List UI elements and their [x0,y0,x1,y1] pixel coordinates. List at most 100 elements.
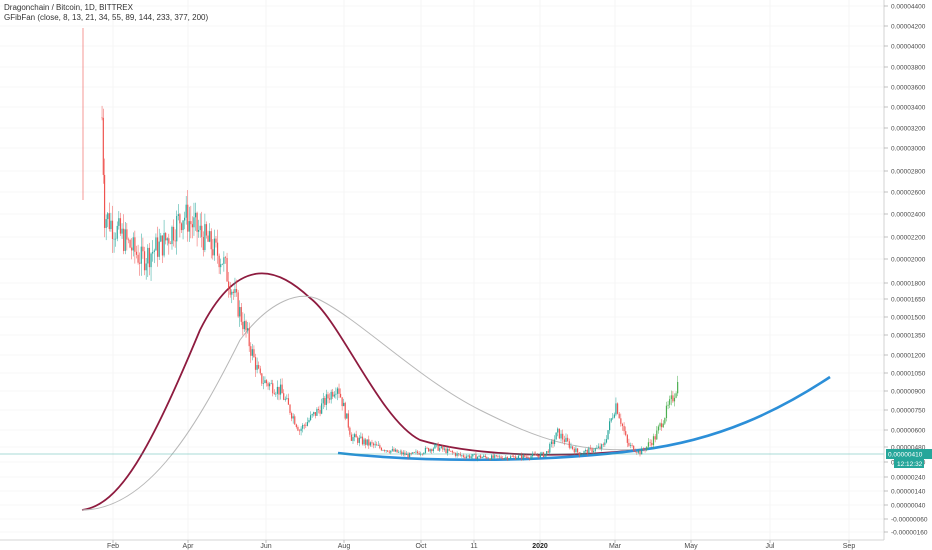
candle-body [546,451,548,455]
candle-body [483,455,485,458]
candle-body [105,219,107,228]
price-axis[interactable]: 0.00004400 0.00004200 0.00004000 0.00003800… [883,0,928,540]
y-tick-label: 0.00001650 [891,296,926,303]
candle-body [467,455,469,457]
candle-body [129,240,131,248]
candle-body [563,439,565,442]
candle-body [237,292,239,317]
candle-body [306,422,309,426]
candle-body [443,448,446,450]
candle-body [353,434,356,438]
candles [82,28,679,462]
candle-body [524,455,526,457]
candle-body [276,386,279,394]
candle-body [118,218,120,226]
candle-body [552,441,554,445]
candle-body [278,386,280,395]
candle-body [593,450,595,453]
candle-body [462,455,464,457]
y-tick-label: -0.00000160 [891,529,928,536]
candle-body [487,458,490,460]
candle-body [270,383,272,384]
candle-body [570,446,572,448]
candle-body [239,307,241,317]
candle-body [553,439,556,445]
candle-body [568,441,570,448]
candle-body [459,454,461,456]
candle-body [456,453,458,456]
y-tick-label: 0.00002400 [891,211,926,218]
candle-body [652,436,655,446]
candle-body [258,365,260,369]
candle-body [213,238,215,256]
candle-body [637,450,640,453]
candle-body [163,232,165,256]
candle-body [332,391,334,397]
candle-body [311,414,313,416]
candle-body [110,220,112,230]
x-tick-label: Aug [338,543,351,550]
countdown-label: 12:12:32 [894,459,924,468]
candle-body [251,349,253,356]
candle-body [119,218,122,234]
candle-body [365,439,367,445]
x-tick-label: 2020 [532,543,548,550]
candle-body [612,417,614,419]
time-axis[interactable]: Feb Apr Jun Aug Oct 11 2020 Mar May Jul Sep [0,539,884,550]
candle-body [121,228,123,234]
candle-body [319,410,321,414]
candle-body [275,393,277,395]
candle-body [385,450,387,452]
candle-body [126,229,128,240]
candle-body [371,442,373,444]
candle-body [166,238,168,241]
symbol-title[interactable]: Dragonchain / Bitcoin, 1D, BITTREX [4,3,133,12]
candle-body [511,456,513,457]
candle-body [115,238,117,240]
candle-body [108,213,110,230]
candle-body [363,439,365,445]
candle-body [366,439,368,445]
y-tick-label: 0.00002000 [891,256,926,263]
candle-body [215,238,217,243]
candle-body [254,357,257,370]
candle-body [557,428,559,433]
candle-body [618,413,620,419]
candle-body [220,264,222,268]
candle-body [234,288,236,293]
candle-body [168,238,170,244]
candle-body [416,451,419,454]
candle-body [391,449,393,451]
candle-body [135,251,138,255]
candle-body [428,448,430,452]
candle-body [588,448,590,454]
candle-body [434,443,436,449]
candle-body [475,454,477,460]
candle-body [390,450,392,453]
candle-body [631,444,633,446]
candle-body [212,249,214,256]
candle-body [509,456,512,459]
candle-body [302,424,304,429]
candle-body [127,239,130,241]
candle-body [673,397,676,402]
candle-body [177,214,179,216]
y-tick-label: 0.00004000 [891,43,926,50]
candle-body [494,455,496,458]
candle-body [675,393,677,398]
candle-body [601,444,603,449]
indicator-title[interactable]: GFibFan (close, 8, 13, 21, 34, 55, 89, 1… [4,13,209,22]
candle-body [562,433,564,440]
fib-fan-curve-blue [337,375,831,462]
candle-body [567,437,569,442]
candle-body [152,251,154,254]
candle-body [589,448,592,449]
candle-body [522,455,524,459]
y-tick-label: 0.00003800 [891,64,926,71]
y-tick-label: 0.00003600 [891,84,926,91]
candle-body [575,448,577,453]
candle-body [605,439,608,443]
x-tick-label: May [684,543,698,550]
candle-body [199,225,201,230]
